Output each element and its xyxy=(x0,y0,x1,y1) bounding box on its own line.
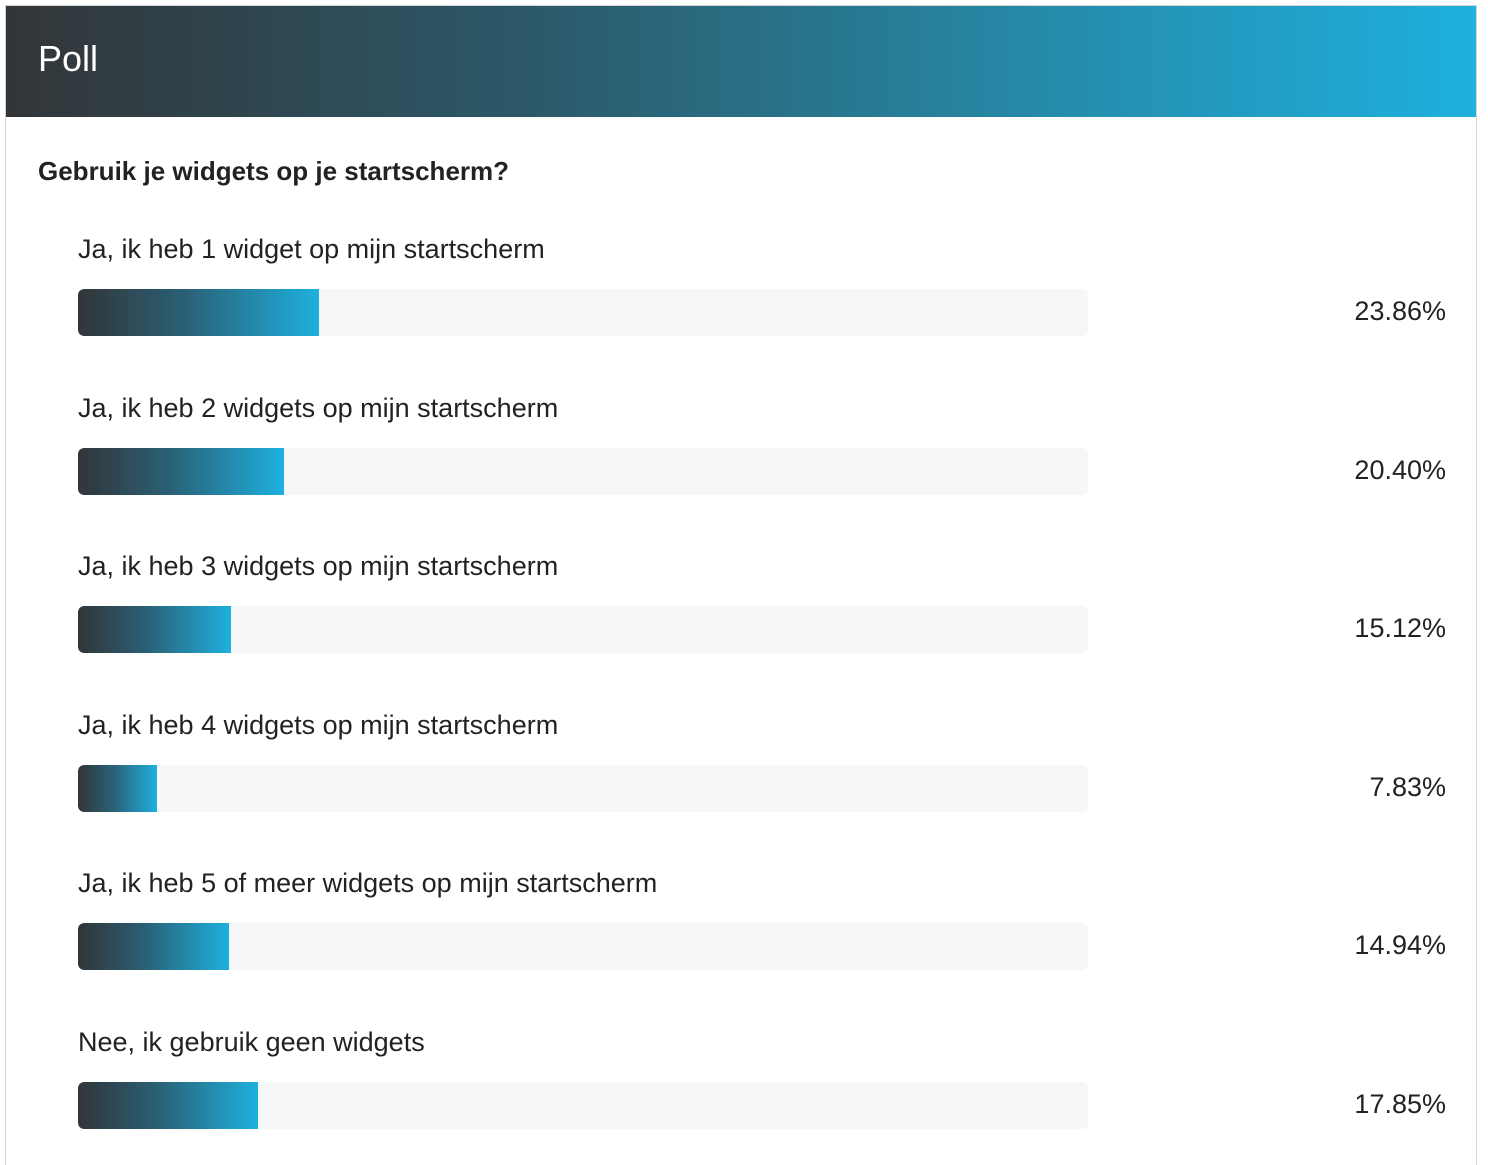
option-percent: 17.85% xyxy=(1354,1089,1446,1119)
poll-option[interactable]: Ja, ik heb 2 widgets op mijn startscherm… xyxy=(6,391,1478,521)
option-percent: 20.40% xyxy=(1354,455,1446,485)
option-label: Ja, ik heb 4 widgets op mijn startscherm xyxy=(78,710,559,740)
poll-title: Poll xyxy=(38,38,99,79)
option-percent: 23.86% xyxy=(1354,296,1446,326)
poll-option[interactable]: Ja, ik heb 5 of meer widgets op mijn sta… xyxy=(6,866,1478,996)
result-bar-track xyxy=(78,765,1088,812)
poll-option[interactable]: Ja, ik heb 1 widget op mijn startscherm … xyxy=(6,232,1478,362)
result-bar-fill xyxy=(78,606,231,653)
result-bar-fill xyxy=(78,765,158,812)
option-label: Ja, ik heb 5 of meer widgets op mijn sta… xyxy=(78,868,658,898)
result-bar-track xyxy=(78,606,1088,653)
poll-question: Gebruik je widgets op je startscherm? xyxy=(38,156,510,186)
poll-card: Poll Gebruik je widgets op je startscher… xyxy=(5,5,1477,1165)
poll-option[interactable]: Ja, ik heb 4 widgets op mijn startscherm… xyxy=(6,708,1478,838)
result-bar-fill xyxy=(78,923,229,970)
poll-option[interactable]: Nee, ik gebruik geen widgets 17.85% xyxy=(6,1025,1478,1155)
option-percent: 7.83% xyxy=(1369,772,1446,802)
result-bar-track xyxy=(78,923,1088,970)
option-label: Ja, ik heb 3 widgets op mijn startscherm xyxy=(78,551,559,581)
result-bar-fill xyxy=(78,448,285,495)
result-bar-track xyxy=(78,289,1088,336)
poll-option[interactable]: Ja, ik heb 3 widgets op mijn startscherm… xyxy=(6,549,1478,679)
result-bar-track xyxy=(78,1082,1088,1129)
result-bar-track xyxy=(78,448,1088,495)
result-bar-fill xyxy=(78,1082,259,1129)
option-percent: 15.12% xyxy=(1354,613,1446,643)
poll-header: Poll xyxy=(6,6,1476,117)
option-percent: 14.94% xyxy=(1354,930,1446,960)
option-label: Ja, ik heb 1 widget op mijn startscherm xyxy=(78,234,545,264)
option-label: Nee, ik gebruik geen widgets xyxy=(78,1027,425,1057)
result-bar-fill xyxy=(78,289,319,336)
option-label: Ja, ik heb 2 widgets op mijn startscherm xyxy=(78,393,559,423)
